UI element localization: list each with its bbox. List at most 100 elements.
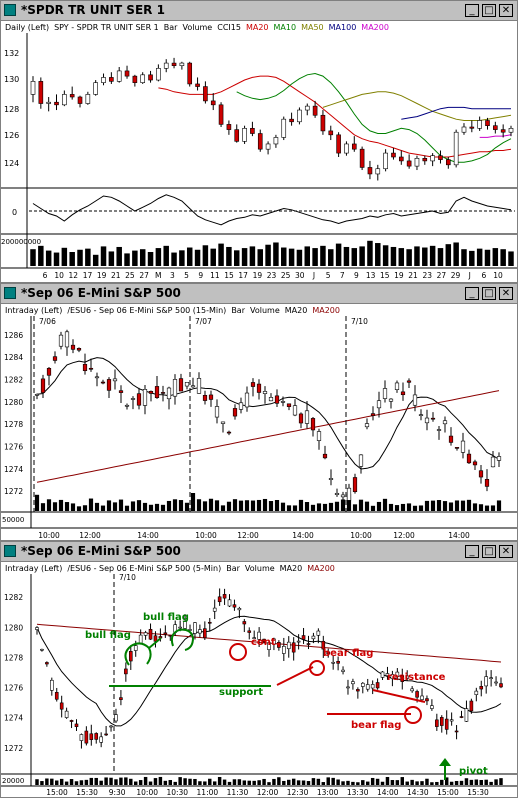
x-tick-label: 27 bbox=[437, 271, 447, 280]
volume-bar bbox=[489, 781, 493, 785]
volume-bar bbox=[147, 252, 154, 266]
candle-body bbox=[220, 421, 226, 424]
x-tick-label: 9 bbox=[198, 271, 203, 280]
volume-bar bbox=[163, 780, 168, 785]
candle-body bbox=[316, 630, 321, 636]
candle-body bbox=[306, 643, 311, 645]
candle-body bbox=[119, 697, 123, 700]
volume-bar bbox=[287, 779, 291, 785]
candle-body bbox=[142, 389, 148, 406]
volume-bar bbox=[375, 243, 381, 266]
volume-bar bbox=[301, 780, 306, 785]
volume-bar bbox=[476, 248, 483, 266]
x-tick-label: 9:30 bbox=[109, 788, 126, 797]
volume-bar bbox=[171, 252, 177, 266]
volume-bar bbox=[415, 781, 419, 785]
info-item: Bar bbox=[231, 306, 245, 315]
x-tick-label: 12:00 bbox=[257, 788, 279, 797]
candle-body bbox=[382, 388, 388, 399]
candle-body bbox=[301, 635, 306, 640]
volume-bar bbox=[296, 249, 303, 266]
candle-body bbox=[496, 456, 502, 461]
volume-bar bbox=[198, 781, 202, 785]
volume-bar bbox=[35, 779, 39, 785]
volume-bar bbox=[256, 499, 262, 511]
candle-body bbox=[116, 70, 122, 82]
candle-body bbox=[341, 669, 345, 672]
volume-bar bbox=[341, 781, 345, 785]
candle-body bbox=[114, 714, 118, 722]
candle-body bbox=[280, 401, 286, 403]
volume-bar bbox=[109, 777, 113, 785]
candle-body bbox=[281, 118, 287, 138]
volume-bar bbox=[40, 503, 46, 511]
volume-bar bbox=[58, 499, 64, 511]
volume-bar bbox=[130, 501, 136, 511]
price-tick-label: 1284 bbox=[4, 353, 23, 362]
volume-bar bbox=[55, 780, 59, 785]
volume-bar bbox=[124, 505, 130, 511]
maximize-button[interactable]: □ bbox=[482, 545, 496, 558]
volume-bar bbox=[262, 778, 266, 785]
window-titlebar[interactable]: *SPDR TR UNIT SER 1 _ □ ✕ bbox=[1, 1, 517, 21]
candle-body bbox=[453, 131, 459, 166]
candle-body bbox=[435, 719, 439, 727]
volume-bar bbox=[474, 779, 479, 785]
candle-body bbox=[422, 158, 428, 162]
x-tick-label: 29 bbox=[451, 271, 461, 280]
session-date-label: 7/10 bbox=[351, 317, 368, 326]
maximize-button[interactable]: □ bbox=[482, 287, 496, 300]
x-tick-label: 10 bbox=[493, 271, 503, 280]
volume-bar bbox=[286, 505, 292, 511]
volume-bar bbox=[398, 248, 405, 266]
window-titlebar[interactable]: *Sep 06 E-Mini S&P 500 _ □ ✕ bbox=[1, 284, 517, 304]
info-item: Intraday (Left) bbox=[5, 306, 63, 315]
candle-body bbox=[34, 394, 40, 396]
candle-body bbox=[156, 68, 161, 81]
volume-bar bbox=[34, 494, 40, 511]
bull-flag-circle bbox=[124, 642, 152, 666]
volume-bar bbox=[196, 499, 202, 511]
close-button[interactable]: ✕ bbox=[499, 4, 513, 17]
x-tick-label: 5 bbox=[326, 271, 331, 280]
volume-bar bbox=[267, 782, 271, 785]
candle-body bbox=[344, 143, 349, 154]
candle-body bbox=[272, 638, 276, 645]
candle-body bbox=[138, 634, 143, 644]
candle-body bbox=[352, 477, 358, 493]
volume-bar bbox=[158, 776, 163, 785]
volume-bar bbox=[69, 252, 75, 266]
volume-bar bbox=[45, 778, 49, 785]
volume-bar bbox=[64, 502, 70, 511]
candle-body bbox=[101, 77, 106, 83]
minimize-button[interactable]: _ bbox=[465, 545, 479, 558]
x-tick-label: 14:00 bbox=[292, 531, 314, 540]
candle-body bbox=[449, 719, 454, 722]
volume-bar bbox=[388, 503, 394, 511]
volume-bar bbox=[442, 501, 448, 511]
candle-body bbox=[136, 393, 142, 406]
info-item: Daily (Left) bbox=[5, 23, 50, 32]
x-tick-label: 23 bbox=[267, 271, 277, 280]
maximize-button[interactable]: □ bbox=[482, 4, 496, 17]
candle-body bbox=[64, 710, 69, 718]
volume-bar bbox=[114, 779, 118, 785]
close-button[interactable]: ✕ bbox=[499, 545, 513, 558]
candle-body bbox=[484, 478, 490, 487]
candle-body bbox=[425, 698, 429, 702]
volume-bar bbox=[202, 501, 208, 511]
volume-bar bbox=[139, 249, 146, 266]
candle-body bbox=[252, 637, 256, 639]
candle-body bbox=[390, 674, 395, 680]
volume-bar bbox=[405, 781, 409, 785]
minimize-button[interactable]: _ bbox=[465, 4, 479, 17]
volume-bar bbox=[273, 242, 279, 266]
x-axis-labels: 6 10 12 17 19 21 25 27 M 3 5 9 11 15 17 19 23 25 30 J 5 7 9 13 1… bbox=[43, 271, 503, 280]
x-tick-label: 19 bbox=[253, 271, 263, 280]
close-button[interactable]: ✕ bbox=[499, 287, 513, 300]
minimize-button[interactable]: _ bbox=[465, 287, 479, 300]
candle-body bbox=[400, 675, 405, 682]
x-tick-label: 17 bbox=[83, 271, 93, 280]
window-titlebar[interactable]: *Sep 06 E-Mini S&P 500 _ □ ✕ bbox=[1, 542, 517, 562]
volume-bar bbox=[155, 248, 162, 266]
